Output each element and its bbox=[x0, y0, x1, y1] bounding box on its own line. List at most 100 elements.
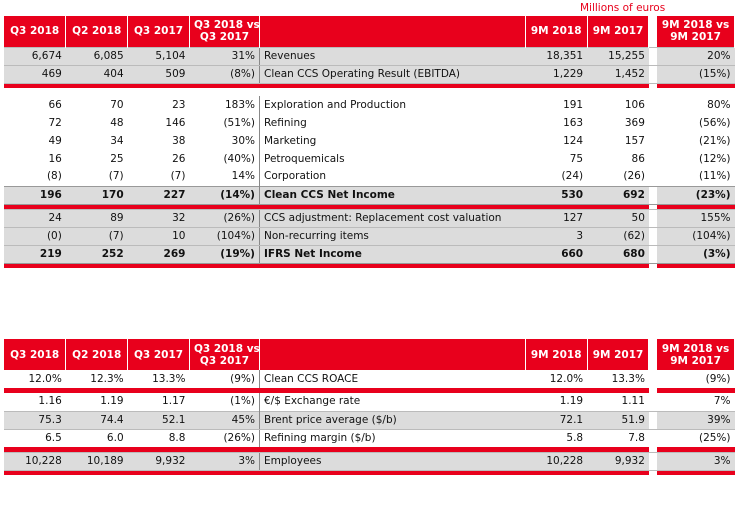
cell-q3-2017: 146 bbox=[127, 114, 190, 132]
row-label: IFRS Net Income bbox=[258, 244, 526, 264]
table-row: 66 70 23 183% Exploration and Production 191 1… bbox=[4, 96, 735, 114]
cell-q3-2018: 49 bbox=[4, 132, 66, 150]
cell-m9-2018: 1,229 bbox=[525, 64, 588, 84]
cell-m9-2018: 660 bbox=[525, 244, 588, 264]
cell-m9-2018: 72.1 bbox=[525, 410, 588, 430]
col-header-quarter-variation: Q3 2018 vs Q3 2017 bbox=[189, 339, 260, 370]
cell-m9-2017: 51.9 bbox=[587, 410, 649, 430]
cell-m9-2018: 1.19 bbox=[525, 393, 588, 411]
cell-q3-2018: 72 bbox=[4, 114, 66, 132]
cell-q3-2018: 6,674 bbox=[4, 46, 66, 66]
row-label: CCS adjustment: Replacement cost valuati… bbox=[258, 208, 526, 228]
cell-m-var: (21%) bbox=[657, 132, 735, 150]
cell-q3-2017: 26 bbox=[127, 150, 190, 168]
col-header-q3-2018: Q3 2018 bbox=[4, 16, 67, 47]
cell-q3-2017: 8.8 bbox=[127, 429, 190, 447]
cell-q3-2018: 66 bbox=[4, 96, 66, 114]
cell-m9-2017: 86 bbox=[587, 150, 649, 168]
cell-q-var: (40%) bbox=[189, 150, 260, 168]
cell-q-var: (9%) bbox=[189, 370, 260, 388]
table-row: 1.16 1.19 1.17 (1%) €/$ Exchange rate 1.19 1.1… bbox=[4, 393, 735, 411]
cell-q2-2018: 89 bbox=[65, 208, 128, 228]
row-label: Employees bbox=[258, 451, 526, 471]
cell-q2-2018: 252 bbox=[65, 244, 128, 264]
cell-m9-2018: 12.0% bbox=[525, 370, 588, 388]
cell-q-var: 183% bbox=[189, 96, 260, 114]
table-row: 469 404 509 (8%) Clean CCS Operating Result … bbox=[4, 64, 735, 84]
col-header-label bbox=[259, 339, 526, 370]
cell-q2-2018: 25 bbox=[65, 150, 128, 168]
table-row: 75.3 74.4 52.1 45% Brent price average ($/b)… bbox=[4, 410, 735, 430]
cell-q-var: 3% bbox=[189, 451, 260, 471]
table-row: (0) (7) 10 (104%) Non-recurring items 3 (62) (1… bbox=[4, 226, 735, 246]
row-label: Refining bbox=[258, 114, 526, 132]
cell-q-var: (14%) bbox=[189, 185, 260, 205]
cell-q3-2017: 9,932 bbox=[127, 451, 190, 471]
cell-m9-2017: 50 bbox=[587, 208, 649, 228]
cell-m9-2018: (24) bbox=[525, 168, 588, 186]
cell-m9-2017: (26) bbox=[587, 168, 649, 186]
cell-q2-2018: 170 bbox=[65, 185, 128, 205]
cell-q3-2018: 219 bbox=[4, 244, 66, 264]
col-header-q2-2018: Q2 2018 bbox=[65, 16, 129, 47]
cell-m9-2017: 680 bbox=[587, 244, 649, 264]
row-label: Refining margin ($/b) bbox=[258, 429, 526, 447]
row-label: Revenues bbox=[258, 46, 526, 66]
cell-m9-2017: 15,255 bbox=[587, 46, 649, 66]
cell-q3-2018: 24 bbox=[4, 208, 66, 228]
table-row: 196 170 227 (14%) Clean CCS Net Income 530 692… bbox=[4, 185, 735, 205]
cell-m9-2018: 163 bbox=[525, 114, 588, 132]
red-separator bbox=[4, 388, 735, 393]
table-header-row: Q3 2018 Q2 2018 Q3 2017 Q3 2018 vs Q3 201… bbox=[4, 16, 736, 47]
red-separator bbox=[4, 83, 735, 88]
col-header-q3-2017: Q3 2017 bbox=[127, 339, 190, 370]
cell-m-var: (25%) bbox=[657, 429, 735, 447]
cell-m-var: 39% bbox=[657, 410, 735, 430]
cell-q2-2018: 404 bbox=[65, 64, 128, 84]
table-row: 10,228 10,189 9,932 3% Employees 10,228 9,932 3… bbox=[4, 451, 735, 471]
cell-q-var: (104%) bbox=[189, 226, 260, 246]
cell-m9-2017: 106 bbox=[587, 96, 649, 114]
col-header-9m-variation: 9M 2018 vs 9M 2017 bbox=[657, 16, 736, 47]
cell-m9-2017: 13.3% bbox=[587, 370, 649, 388]
table-row: 6.5 6.0 8.8 (26%) Refining margin ($/b) 5.8 7.… bbox=[4, 429, 735, 447]
cell-q3-2018: 6.5 bbox=[4, 429, 66, 447]
cell-m9-2018: 3 bbox=[525, 226, 588, 246]
cell-m9-2018: 75 bbox=[525, 150, 588, 168]
cell-m9-2017: 1,452 bbox=[587, 64, 649, 84]
cell-q3-2018: 196 bbox=[4, 185, 66, 205]
cell-q3-2017: 13.3% bbox=[127, 370, 190, 388]
cell-m-var: (9%) bbox=[657, 370, 735, 388]
cell-m-var: 20% bbox=[657, 46, 735, 66]
cell-q-var: 45% bbox=[189, 410, 260, 430]
cell-q2-2018: 74.4 bbox=[65, 410, 128, 430]
cell-q2-2018: 48 bbox=[65, 114, 128, 132]
cell-q3-2018: (8) bbox=[4, 168, 66, 186]
cell-m9-2018: 18,351 bbox=[525, 46, 588, 66]
cell-q3-2017: (7) bbox=[127, 168, 190, 186]
cell-q-var: (26%) bbox=[189, 429, 260, 447]
row-label: Clean CCS Operating Result (EBITDA) bbox=[258, 64, 526, 84]
cell-q2-2018: 10,189 bbox=[65, 451, 128, 471]
row-label: €/$ Exchange rate bbox=[258, 393, 526, 411]
cell-m9-2017: 9,932 bbox=[587, 451, 649, 471]
col-header-quarter-variation: Q3 2018 vs Q3 2017 bbox=[189, 16, 260, 47]
cell-m-var: (23%) bbox=[657, 185, 735, 205]
cell-m-var: 7% bbox=[657, 393, 735, 411]
cell-m9-2018: 191 bbox=[525, 96, 588, 114]
red-separator bbox=[4, 470, 735, 475]
table-row: 219 252 269 (19%) IFRS Net Income 660 680 (3%) bbox=[4, 244, 735, 264]
cell-m9-2017: 157 bbox=[587, 132, 649, 150]
table-row: (8) (7) (7) 14% Corporation (24) (26) (11%) bbox=[4, 168, 735, 186]
cell-q3-2017: 52.1 bbox=[127, 410, 190, 430]
cell-q3-2017: 509 bbox=[127, 64, 190, 84]
red-separator bbox=[4, 204, 735, 209]
cell-m-var: 3% bbox=[657, 451, 735, 471]
cell-q2-2018: (7) bbox=[65, 168, 128, 186]
cell-q3-2017: 1.17 bbox=[127, 393, 190, 411]
row-label: Corporation bbox=[258, 168, 526, 186]
cell-m-var: (12%) bbox=[657, 150, 735, 168]
cell-m-var: 155% bbox=[657, 208, 735, 228]
cell-q2-2018: 1.19 bbox=[65, 393, 128, 411]
cell-m-var: (56%) bbox=[657, 114, 735, 132]
